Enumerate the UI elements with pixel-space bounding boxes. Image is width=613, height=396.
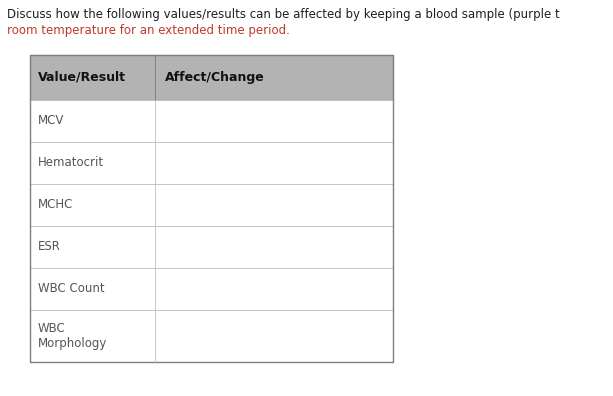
Text: MCHC: MCHC [38,198,74,211]
Text: Hematocrit: Hematocrit [38,156,104,169]
Text: MCV: MCV [38,114,64,128]
Text: WBC Count: WBC Count [38,282,105,295]
Text: Discuss how the following values/results can be affected by keeping a blood samp: Discuss how the following values/results… [7,8,560,21]
Text: ESR: ESR [38,240,61,253]
Text: room temperature for an extended time period.: room temperature for an extended time pe… [7,24,290,37]
Text: WBC
Morphology: WBC Morphology [38,322,107,350]
Text: Value/Result: Value/Result [38,71,126,84]
Text: Affect/Change: Affect/Change [165,71,265,84]
